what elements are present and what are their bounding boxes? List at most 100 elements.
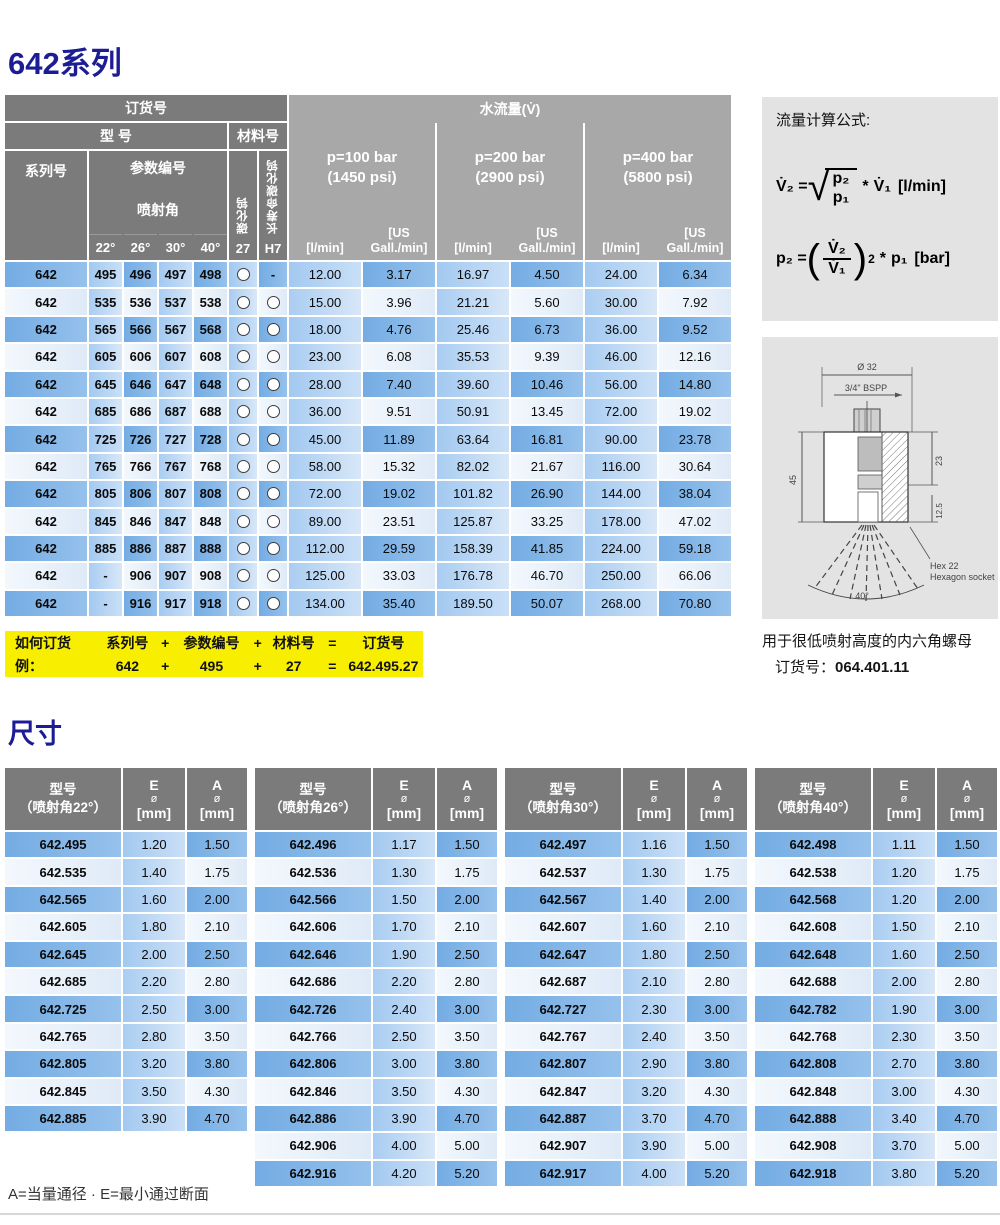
flow-100bar-gal: 15.32 bbox=[363, 453, 435, 480]
e-value-cell: 1.16 bbox=[623, 832, 685, 858]
dimension-table-header: 型号 （喷射角26°） E ø [mm] A ø [mm] bbox=[255, 768, 497, 830]
model-column-header: 型号 （喷射角26°） bbox=[255, 768, 371, 830]
angle-26: 26° bbox=[124, 234, 157, 260]
model-cell: 642.886 bbox=[255, 1105, 371, 1132]
flow-100bar-gal: 7.40 bbox=[363, 371, 435, 397]
dimension-table: 型号 （喷射角40°） E ø [mm] A ø [mm] 642.498 1.… bbox=[755, 768, 997, 1188]
param-cell-40: 848 bbox=[194, 508, 227, 534]
table-row: 642.685 2.20 2.80 bbox=[5, 968, 247, 995]
diameter-symbol: ø bbox=[150, 792, 158, 805]
a-value-cell: 3.50 bbox=[937, 1023, 997, 1050]
dim-12-5-label: 12.5 bbox=[935, 503, 944, 519]
series-cell: 642 bbox=[5, 453, 87, 480]
flow-100bar-gal: 3.96 bbox=[363, 289, 435, 315]
e-value-cell: 4.20 bbox=[373, 1160, 435, 1187]
flow-200bar-gal: 5.60 bbox=[511, 289, 583, 315]
unit-usgal-label: [US Gall./min] bbox=[666, 226, 724, 255]
param-cell-30: 767 bbox=[159, 453, 192, 480]
e-value-cell: 2.20 bbox=[123, 968, 185, 995]
material-27-cell bbox=[229, 563, 257, 589]
e-value-cell: 2.80 bbox=[123, 1023, 185, 1050]
model-cell: 642.647 bbox=[505, 941, 621, 967]
table-row: 642.568 1.20 2.00 bbox=[755, 886, 997, 913]
material-27-cell bbox=[229, 262, 257, 288]
dimension-table-body: 642.496 1.17 1.50 642.536 1.30 1.75 642.… bbox=[255, 832, 497, 1187]
e-value-cell: 1.50 bbox=[373, 886, 435, 913]
available-circle-icon bbox=[236, 405, 250, 419]
e-value-cell: 2.40 bbox=[373, 996, 435, 1022]
a-value-cell: 2.80 bbox=[687, 968, 747, 995]
param-cell-40: 918 bbox=[194, 590, 227, 617]
plus-sign: + bbox=[253, 634, 262, 651]
param-cell-22: - bbox=[89, 563, 122, 589]
flow-400bar-gal: 9.52 bbox=[659, 316, 731, 343]
param-cell-26: 566 bbox=[124, 316, 157, 343]
series-cell: 642 bbox=[5, 563, 87, 589]
a-value-cell: 2.50 bbox=[187, 941, 247, 967]
e-label: E bbox=[149, 776, 159, 793]
e-value-cell: 1.50 bbox=[873, 914, 935, 940]
a-value-cell: 5.20 bbox=[687, 1160, 747, 1187]
e-value-cell: 1.70 bbox=[373, 914, 435, 940]
table-row: 642 565 566 567 568 18.00 4.76 25.46 6.7… bbox=[5, 316, 731, 343]
e-value-cell: 1.90 bbox=[373, 941, 435, 967]
param-cell-30: 647 bbox=[159, 371, 192, 397]
table-row: 642.782 1.90 3.00 bbox=[755, 996, 997, 1022]
model-cell: 642.805 bbox=[5, 1051, 121, 1077]
table-row: 642.536 1.30 1.75 bbox=[255, 859, 497, 885]
flow-100bar-gal: 29.59 bbox=[363, 535, 435, 562]
model-cell: 642.765 bbox=[5, 1023, 121, 1050]
table-row: 642.646 1.90 2.50 bbox=[255, 941, 497, 967]
model-cell: 642.687 bbox=[505, 968, 621, 995]
pressure-label: p=100 bar bbox=[326, 149, 398, 166]
how-to-order-box: 如何订货 系列号 + 参数编号 + 材料号 = 订货号 例： 642 + 495… bbox=[5, 631, 423, 677]
model-cell: 642.537 bbox=[505, 859, 621, 885]
model-column-header: 型号 （喷射角40°） bbox=[755, 768, 871, 830]
table-row: 642.908 3.70 5.00 bbox=[755, 1133, 997, 1159]
unit-usgal-label: [US Gall./min] bbox=[518, 226, 576, 255]
model-label: 型号 bbox=[49, 782, 77, 798]
table-row: 642.687 2.10 2.80 bbox=[505, 968, 747, 995]
flow-200bar-lmin: 82.02 bbox=[437, 453, 509, 480]
series-cell: 642 bbox=[5, 590, 87, 617]
a-value-cell: 2.50 bbox=[687, 941, 747, 967]
dimension-table: 型号 （喷射角26°） E ø [mm] A ø [mm] 642.496 1.… bbox=[255, 768, 497, 1188]
e-value-cell: 1.30 bbox=[623, 859, 685, 885]
table-row: 642.497 1.16 1.50 bbox=[505, 832, 747, 858]
angle-40: 40° bbox=[194, 234, 227, 260]
material-header: 材料号 bbox=[229, 123, 287, 149]
table-row: 642.496 1.17 1.50 bbox=[255, 832, 497, 858]
table-row: 642 845 846 847 848 89.00 23.51 125.87 3… bbox=[5, 508, 731, 534]
a-value-cell: 2.80 bbox=[937, 968, 997, 995]
order-example-row: 例： 642 + 495 + 27 = 642.495.27 bbox=[5, 656, 423, 676]
close-paren: ) bbox=[853, 237, 868, 282]
param-cell-40: 538 bbox=[194, 289, 227, 315]
page-title: 642系列 bbox=[8, 46, 122, 81]
a-column-header: A ø [mm] bbox=[437, 768, 497, 830]
pressure-formula: p₂ = (V̇₂ V̇₁) 2 * p₁ [bar] bbox=[776, 237, 984, 282]
model-cell: 642.686 bbox=[255, 968, 371, 995]
flow-400bar-lmin: 178.00 bbox=[585, 508, 657, 534]
a-value-cell: 4.70 bbox=[937, 1105, 997, 1132]
hex-label-line2: Hexagon socket bbox=[930, 572, 995, 582]
material-27-cell bbox=[229, 426, 257, 452]
equals-sign: = bbox=[328, 634, 337, 651]
fraction-numerator: V̇₂ bbox=[823, 240, 851, 261]
param-term: 参数编号 bbox=[183, 634, 240, 651]
series-cell: 642 bbox=[5, 508, 87, 534]
fraction-denominator: V̇₁ bbox=[828, 260, 846, 278]
model-cell: 642.566 bbox=[255, 886, 371, 913]
table-row: 642.848 3.00 4.30 bbox=[755, 1078, 997, 1104]
flow-200bar-lmin: 16.97 bbox=[437, 262, 509, 288]
dimension-table-body: 642.497 1.16 1.50 642.537 1.30 1.75 642.… bbox=[505, 832, 747, 1187]
a-value-cell: 1.75 bbox=[937, 859, 997, 885]
param-cell-30: 687 bbox=[159, 398, 192, 425]
parameter-header: 参数编号 喷射角 22° 26° 30° 40° bbox=[89, 151, 227, 260]
available-circle-icon bbox=[236, 377, 250, 391]
open-paren: ( bbox=[806, 237, 820, 282]
a-value-cell: 2.00 bbox=[687, 886, 747, 913]
a-label: A bbox=[211, 776, 223, 793]
flow-400bar-gal: 12.16 bbox=[659, 344, 731, 370]
mm-unit-label: [mm] bbox=[136, 805, 172, 822]
e-value-cell: 2.20 bbox=[373, 968, 435, 995]
